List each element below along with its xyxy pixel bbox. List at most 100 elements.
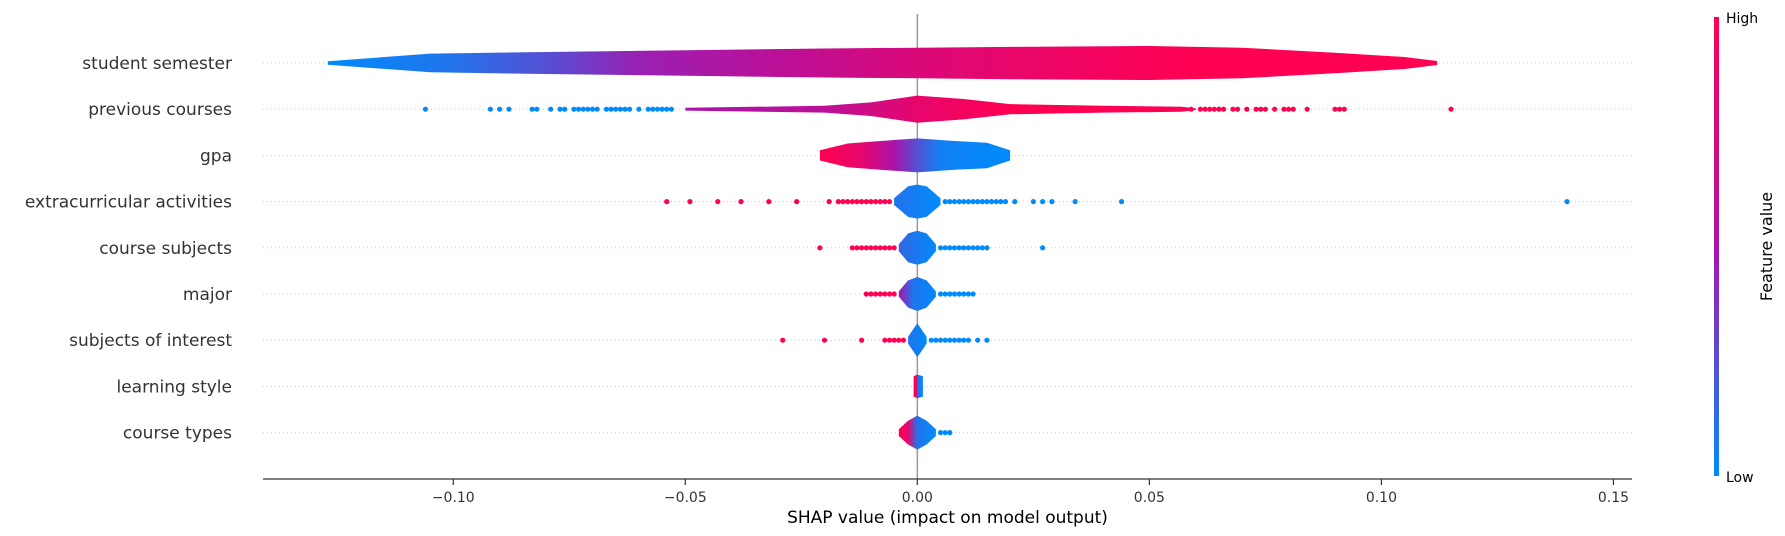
point-course-subjects-5 [868, 245, 874, 251]
point-subjects-of-interest-5 [891, 337, 897, 343]
point-course-types-2 [947, 430, 953, 436]
point-previous-courses-45 [1304, 106, 1310, 112]
point-extracurricular-activities-35 [1040, 199, 1046, 205]
point-major-3 [877, 291, 883, 297]
colorbar-high-label: High [1726, 11, 1758, 27]
point-course-subjects-0 [817, 245, 823, 251]
point-subjects-of-interest-14 [956, 337, 962, 343]
point-extracurricular-activities-27 [979, 199, 985, 205]
point-previous-courses-10 [575, 106, 582, 112]
point-major-14 [970, 291, 976, 297]
point-course-subjects-20 [979, 245, 985, 251]
point-previous-courses-18 [617, 106, 623, 112]
point-previous-courses-27 [668, 106, 674, 112]
point-extracurricular-activities-9 [845, 199, 851, 205]
point-major-9 [947, 291, 953, 297]
point-previous-courses-11 [580, 106, 586, 112]
point-extracurricular-activities-34 [1030, 199, 1036, 205]
point-previous-courses-6 [548, 106, 554, 112]
point-extracurricular-activities-20 [947, 199, 953, 205]
point-major-7 [937, 291, 944, 297]
point-extracurricular-activities-24 [965, 199, 971, 205]
colorbar-gradient [1714, 17, 1719, 476]
violin-student-semester [328, 46, 1438, 80]
point-course-subjects-15 [956, 245, 962, 251]
point-course-subjects-13 [947, 245, 953, 251]
point-course-subjects-17 [965, 245, 971, 251]
point-course-subjects-22 [1040, 245, 1046, 251]
feature-label-gpa: gpa [200, 146, 232, 166]
point-subjects-of-interest-12 [947, 337, 953, 343]
feature-label-subjects-of-interest: subjects of interest [69, 331, 232, 351]
point-extracurricular-activities-31 [998, 199, 1004, 205]
point-previous-courses-31 [1207, 106, 1213, 112]
point-extracurricular-activities-39 [1564, 199, 1570, 205]
point-previous-courses-9 [571, 106, 577, 112]
point-extracurricular-activities-32 [1002, 199, 1009, 205]
point-extracurricular-activities-36 [1049, 199, 1055, 205]
point-previous-courses-5 [534, 106, 540, 112]
point-previous-courses-39 [1258, 106, 1264, 112]
point-extracurricular-activities-14 [868, 199, 874, 205]
point-previous-courses-14 [594, 106, 600, 112]
point-subjects-of-interest-17 [975, 337, 981, 343]
point-previous-courses-38 [1253, 106, 1259, 112]
point-previous-courses-21 [636, 106, 642, 112]
point-previous-courses-15 [603, 106, 610, 112]
colorbar-axis-label: Feature value [1757, 192, 1776, 301]
point-previous-courses-8 [562, 106, 568, 112]
colorbar: High Low Feature value [1714, 11, 1776, 486]
point-previous-courses-30 [1202, 106, 1208, 112]
violin-major [898, 277, 936, 311]
point-subjects-of-interest-10 [937, 337, 944, 343]
point-extracurricular-activities-17 [882, 199, 888, 205]
point-extracurricular-activities-33 [1012, 199, 1018, 205]
point-subjects-of-interest-15 [961, 337, 967, 343]
point-course-subjects-14 [951, 245, 958, 251]
point-subjects-of-interest-13 [951, 337, 958, 343]
point-previous-courses-46 [1332, 106, 1338, 112]
point-extracurricular-activities-1 [687, 199, 693, 205]
point-subjects-of-interest-1 [821, 337, 828, 343]
feature-label-course-types: course types [123, 424, 232, 444]
point-course-subjects-19 [975, 245, 981, 251]
point-extracurricular-activities-7 [835, 199, 842, 205]
point-course-types-0 [937, 430, 944, 436]
point-extracurricular-activities-21 [951, 199, 958, 205]
point-subjects-of-interest-7 [900, 337, 907, 343]
point-subjects-of-interest-11 [942, 337, 948, 343]
feature-label-student-semester: student semester [82, 54, 232, 74]
point-major-4 [882, 291, 888, 297]
point-course-subjects-8 [882, 245, 888, 251]
point-previous-courses-4 [529, 106, 535, 112]
point-subjects-of-interest-6 [896, 337, 902, 343]
point-previous-courses-24 [654, 106, 661, 112]
point-previous-courses-1 [487, 106, 493, 112]
violin-previous-courses [685, 95, 1196, 123]
point-course-types-1 [942, 430, 948, 436]
point-previous-courses-20 [627, 106, 633, 112]
x-tick-label-5: 0.15 [1598, 490, 1629, 506]
point-extracurricular-activities-2 [715, 199, 721, 205]
point-previous-courses-22 [645, 106, 651, 112]
x-tick-label-2: 0.00 [902, 490, 933, 506]
point-major-2 [872, 291, 879, 297]
point-previous-courses-16 [608, 106, 614, 112]
point-course-subjects-10 [891, 245, 897, 251]
feature-label-course-subjects: course subjects [99, 239, 232, 259]
point-previous-courses-34 [1221, 106, 1227, 112]
point-previous-courses-29 [1197, 106, 1204, 112]
point-extracurricular-activities-10 [849, 199, 855, 205]
point-course-subjects-2 [854, 245, 860, 251]
violin-learning-style [913, 374, 923, 399]
point-extracurricular-activities-22 [956, 199, 962, 205]
x-axis-ticks: −0.10 −0.05 0.00 0.05 0.10 0.15 [432, 479, 1629, 506]
point-extracurricular-activities-18 [886, 199, 893, 205]
point-extracurricular-activities-5 [794, 199, 800, 205]
point-previous-courses-7 [557, 106, 563, 112]
point-previous-courses-40 [1262, 106, 1268, 112]
point-extracurricular-activities-23 [961, 199, 967, 205]
point-previous-courses-3 [506, 106, 512, 112]
point-extracurricular-activities-4 [766, 199, 772, 205]
